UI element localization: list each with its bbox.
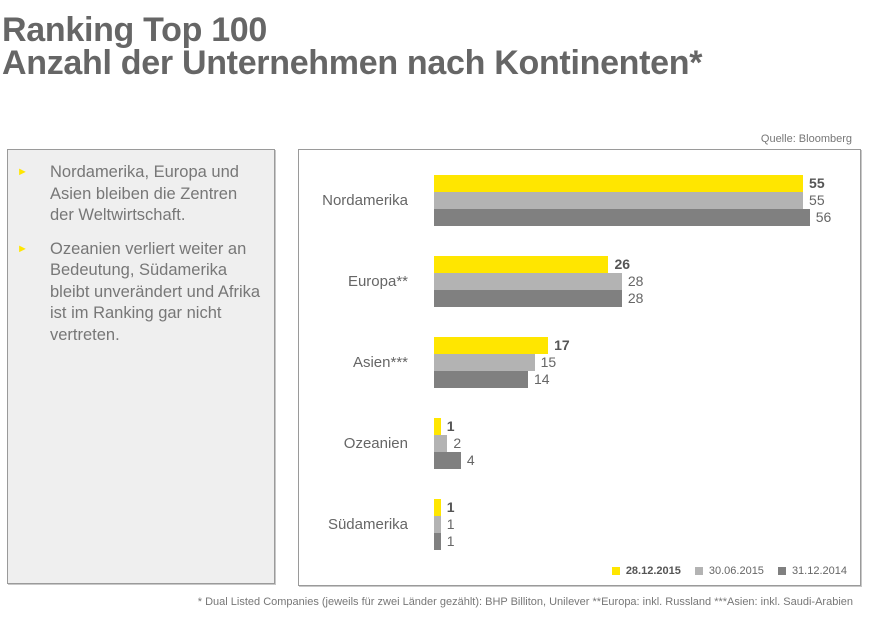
legend-label: 28.12.2015 — [625, 565, 681, 577]
bar-dec-2014 — [434, 209, 810, 226]
data-label: 2 — [453, 435, 462, 451]
legend-label: 31.12.2014 — [791, 565, 847, 577]
bar-dec-2014 — [434, 290, 622, 307]
bar-jun-2015 — [434, 354, 535, 371]
data-label: 1 — [446, 533, 455, 549]
bar-dec-2015 — [434, 499, 441, 516]
title-line-1: Ranking Top 100 — [2, 11, 268, 49]
bar-dec-2014 — [434, 371, 528, 388]
category-label: Europa** — [347, 272, 408, 290]
data-label: 4 — [466, 452, 475, 468]
bullet-text: Ozeanien verliert weiter an Bedeutung, S… — [50, 239, 261, 344]
data-label: 28 — [627, 290, 644, 306]
legend-label: 30.06.2015 — [708, 565, 764, 577]
bar-dec-2015 — [434, 256, 609, 273]
data-label: 1 — [446, 516, 455, 532]
bar-jun-2015 — [434, 192, 804, 209]
triangle-right-icon: ► — [17, 166, 28, 178]
bar-jun-2015 — [434, 273, 622, 290]
bullet-list: ► Nordamerika, Europa und Asien bleiben … — [8, 150, 274, 346]
footnote: * Dual Listed Companies (jeweils für zwe… — [197, 596, 853, 608]
data-label: 55 — [809, 192, 825, 208]
bullet-text: Nordamerika, Europa und Asien bleiben di… — [50, 163, 239, 224]
data-label: 17 — [554, 337, 570, 353]
data-label: 26 — [614, 256, 631, 272]
data-label: 14 — [533, 371, 550, 387]
title-line-2: Anzahl der Unternehmen nach Kontinenten* — [2, 44, 703, 82]
bar-dec-2015 — [434, 175, 804, 192]
legend-item: 28.12.2015 — [611, 565, 681, 577]
legend-swatch-icon — [611, 567, 620, 575]
bar-chart: 28.12.2015 30.06.2015 31.12.2014 Nordameri… — [298, 149, 861, 586]
bar-dec-2014 — [434, 452, 461, 469]
bar-dec-2014 — [434, 533, 441, 550]
legend-swatch-icon — [694, 567, 703, 575]
triangle-right-icon: ► — [17, 242, 28, 255]
legend-item: 31.12.2014 — [777, 565, 847, 577]
bar-dec-2015 — [434, 418, 441, 435]
summary-panel: ► Nordamerika, Europa und Asien bleiben … — [7, 149, 275, 584]
bar-jun-2015 — [434, 435, 448, 452]
chart-legend: 28.12.2015 30.06.2015 31.12.2014 — [611, 565, 847, 577]
category-label: Nordamerika — [322, 191, 408, 209]
bar-jun-2015 — [434, 516, 441, 533]
legend-swatch-icon — [777, 567, 786, 575]
data-label: 55 — [809, 175, 825, 191]
data-label: 1 — [446, 418, 455, 434]
legend-item: 30.06.2015 — [694, 565, 764, 577]
bullet-item: ► Nordamerika, Europa und Asien bleiben … — [16, 162, 264, 227]
data-label: 56 — [815, 209, 832, 225]
data-label: 1 — [446, 499, 455, 515]
category-label: Asien*** — [352, 353, 408, 371]
source-label: Quelle: Bloomberg — [760, 133, 852, 145]
data-label: 15 — [540, 354, 557, 370]
bar-dec-2015 — [434, 337, 549, 354]
category-label: Ozeanien — [343, 434, 408, 452]
category-label: Südamerika — [327, 515, 408, 533]
data-label: 28 — [627, 273, 644, 289]
page-title: Ranking Top 100 Anzahl der Unternehmen n… — [2, 11, 703, 82]
bullet-item: ► Ozeanien verliert weiter an Bedeutung,… — [16, 239, 264, 347]
